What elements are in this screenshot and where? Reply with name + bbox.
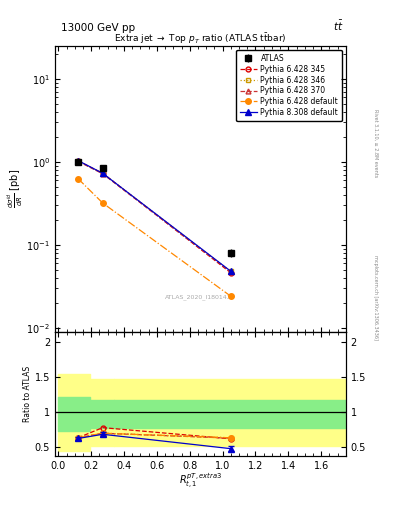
Pythia 6.428 370 [228,269,233,275]
Title: Extra jet $\rightarrow$ Top $p_T$ ratio (ATLAS t$\bar{\rm t}$bar): Extra jet $\rightarrow$ Top $p_T$ ratio … [114,31,286,46]
Pythia 6.428 345 [228,270,233,276]
Pythia 6.428 346 [100,170,105,176]
Pythia 6.428 370 [76,158,81,164]
Pythia 8.308 default [100,170,105,176]
Line: Pythia 6.428 default: Pythia 6.428 default [75,176,233,299]
Pythia 6.428 370 [100,170,105,177]
Pythia 8.308 default [76,158,81,164]
X-axis label: $R_{t,1}^{pT,extra3}$: $R_{t,1}^{pT,extra3}$ [179,472,222,491]
Line: Pythia 6.428 346: Pythia 6.428 346 [75,159,233,274]
Pythia 6.428 345 [100,170,105,176]
Text: 13000 GeV pp: 13000 GeV pp [61,23,135,33]
Line: Pythia 8.308 default: Pythia 8.308 default [75,158,233,274]
Pythia 6.428 345 [76,158,81,164]
Text: mcplots.cern.ch [arXiv:1306.3436]: mcplots.cern.ch [arXiv:1306.3436] [373,254,378,339]
Text: Rivet 3.1.10, ≥ 2.8M events: Rivet 3.1.10, ≥ 2.8M events [373,109,378,178]
Pythia 8.308 default [228,268,233,274]
Y-axis label: $\frac{d\sigma^{id}}{dR}$ [pb]: $\frac{d\sigma^{id}}{dR}$ [pb] [5,169,25,208]
Pythia 6.428 346 [228,268,233,274]
Line: Pythia 6.428 345: Pythia 6.428 345 [75,159,233,275]
Line: Pythia 6.428 370: Pythia 6.428 370 [75,159,233,274]
Text: ATLAS_2020_I1801434: ATLAS_2020_I1801434 [165,294,236,300]
Pythia 6.428 default [228,293,233,300]
Legend: ATLAS, Pythia 6.428 345, Pythia 6.428 346, Pythia 6.428 370, Pythia 6.428 defaul: ATLAS, Pythia 6.428 345, Pythia 6.428 34… [236,50,342,121]
Pythia 6.428 default [76,176,81,182]
Pythia 6.428 346 [76,158,81,164]
Pythia 6.428 default [100,200,105,206]
Y-axis label: Ratio to ATLAS: Ratio to ATLAS [23,366,32,422]
Text: $t\bar{t}$: $t\bar{t}$ [333,19,344,33]
